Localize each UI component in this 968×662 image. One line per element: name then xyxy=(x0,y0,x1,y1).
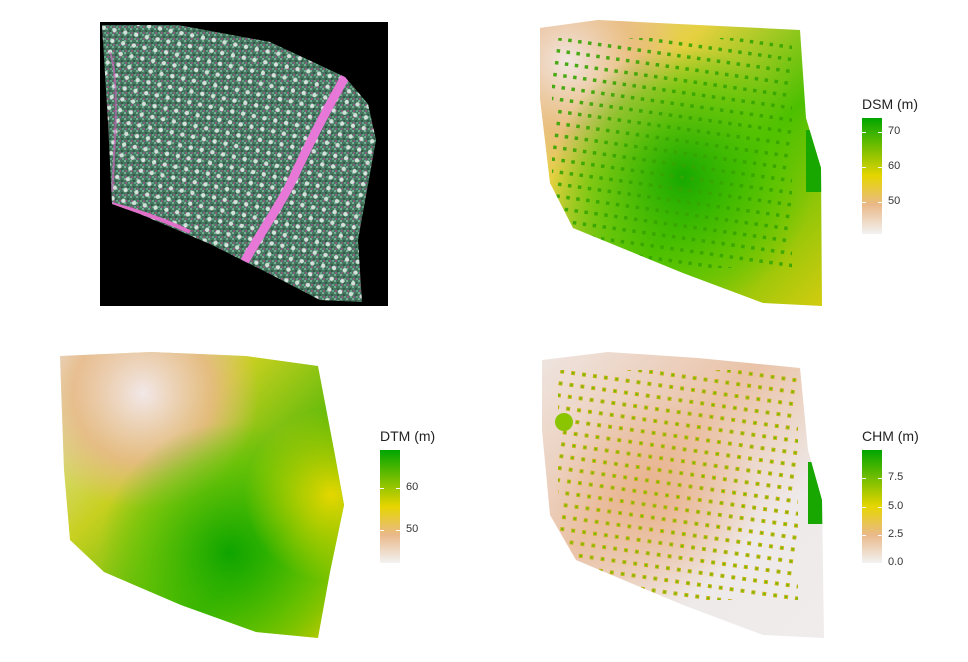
legend-tick-mark xyxy=(878,534,882,536)
legend-tick-mark xyxy=(878,167,882,169)
legend-tick-label: 2.5 xyxy=(888,527,904,540)
orthomosaic-image xyxy=(100,22,388,306)
legend-tick-mark xyxy=(862,506,866,508)
dsm-raster xyxy=(540,20,822,306)
chm-raster xyxy=(542,352,824,638)
road-edge xyxy=(111,202,191,234)
legend-tick-label: 50 xyxy=(888,195,901,208)
chm-panel xyxy=(538,350,830,640)
legend-tick-mark xyxy=(878,478,882,480)
legend-tick-label: 60 xyxy=(888,160,901,173)
legend-tick-mark xyxy=(862,534,866,536)
legend-tick-label: 70 xyxy=(888,125,901,138)
dtm-panel xyxy=(56,350,346,640)
chm-legend: CHM (m) 0.0 2.5 5.0 7.5 xyxy=(862,428,962,578)
legend-tick-mark xyxy=(380,529,384,531)
dsm-panel xyxy=(538,18,828,308)
chm-tree-cluster xyxy=(555,413,573,431)
legend-tick-label: 7.5 xyxy=(888,471,904,484)
legend-tick-mark xyxy=(878,132,882,134)
orthomosaic-panel xyxy=(100,22,388,306)
legend-tick-mark xyxy=(380,487,384,489)
chm-legend-colorbar xyxy=(862,450,882,563)
dsm-legend-colorbar xyxy=(862,118,882,234)
chm-legend-title: CHM (m) xyxy=(862,428,919,444)
dsm-green-patch xyxy=(806,130,822,192)
legend-tick-label: 5.0 xyxy=(888,499,904,512)
dsm-legend-title: DSM (m) xyxy=(862,96,918,112)
dtm-legend-title: DTM (m) xyxy=(380,428,436,444)
legend-tick-label: 50 xyxy=(406,522,419,535)
legend-tick-mark xyxy=(878,563,882,564)
legend-tick-mark xyxy=(862,478,866,480)
dtm-legend-colorbar xyxy=(380,450,400,563)
road-stripe xyxy=(236,74,349,273)
legend-tick-mark xyxy=(862,132,866,134)
dtm-legend: DTM (m) 50 60 xyxy=(380,428,480,568)
legend-tick-mark xyxy=(862,202,866,204)
legend-tick-mark xyxy=(396,487,400,489)
legend-tick-mark xyxy=(878,506,882,508)
chm-green-patch xyxy=(808,462,824,524)
legend-tick-label: 60 xyxy=(406,480,419,493)
dtm-raster xyxy=(60,352,344,638)
dsm-legend: DSM (m) 50 60 70 xyxy=(862,96,962,236)
legend-tick-mark xyxy=(862,563,866,564)
legend-tick-mark xyxy=(862,167,866,169)
legend-tick-mark xyxy=(396,529,400,531)
legend-tick-label: 0.0 xyxy=(888,556,904,568)
legend-tick-mark xyxy=(878,202,882,204)
